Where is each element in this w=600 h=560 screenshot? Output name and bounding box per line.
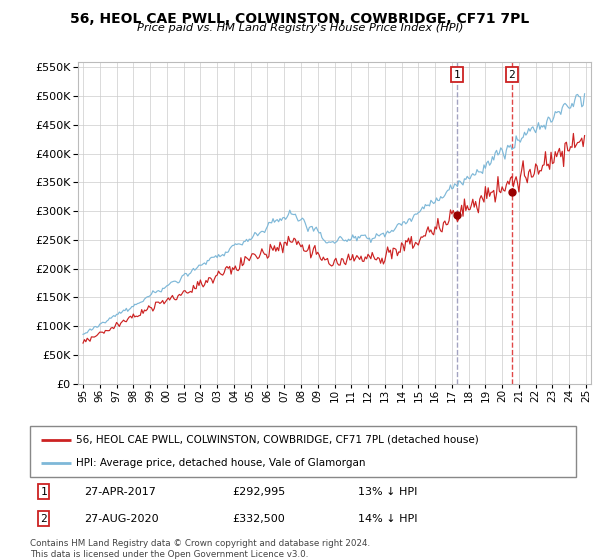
Text: 27-AUG-2020: 27-AUG-2020 <box>85 514 159 524</box>
Text: 1: 1 <box>454 69 460 80</box>
Text: Contains HM Land Registry data © Crown copyright and database right 2024.
This d: Contains HM Land Registry data © Crown c… <box>30 539 370 559</box>
Text: 2: 2 <box>40 514 47 524</box>
Text: 56, HEOL CAE PWLL, COLWINSTON, COWBRIDGE, CF71 7PL (detached house): 56, HEOL CAE PWLL, COLWINSTON, COWBRIDGE… <box>76 435 479 445</box>
Text: £332,500: £332,500 <box>232 514 285 524</box>
Text: 2: 2 <box>508 69 515 80</box>
Text: 27-APR-2017: 27-APR-2017 <box>85 487 157 497</box>
Text: 1: 1 <box>40 487 47 497</box>
Text: 56, HEOL CAE PWLL, COLWINSTON, COWBRIDGE, CF71 7PL: 56, HEOL CAE PWLL, COLWINSTON, COWBRIDGE… <box>70 12 530 26</box>
Text: 14% ↓ HPI: 14% ↓ HPI <box>358 514 417 524</box>
Text: Price paid vs. HM Land Registry's House Price Index (HPI): Price paid vs. HM Land Registry's House … <box>137 23 463 33</box>
Text: HPI: Average price, detached house, Vale of Glamorgan: HPI: Average price, detached house, Vale… <box>76 458 366 468</box>
Text: £292,995: £292,995 <box>232 487 285 497</box>
Text: 13% ↓ HPI: 13% ↓ HPI <box>358 487 417 497</box>
